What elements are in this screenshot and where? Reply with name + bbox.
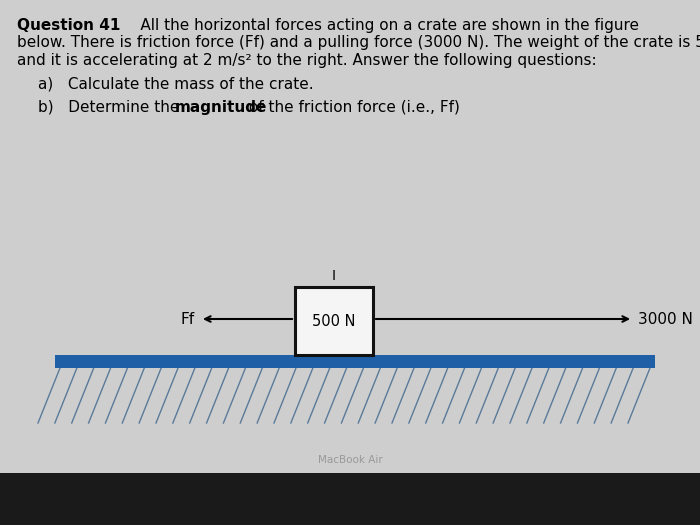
Text: b)   Determine the: b) Determine the (38, 100, 184, 115)
Text: MacBook Air: MacBook Air (318, 455, 382, 465)
Text: Ff: Ff (181, 311, 195, 327)
Text: I: I (332, 269, 336, 283)
Text: a)   Calculate the mass of the crate.: a) Calculate the mass of the crate. (38, 76, 314, 91)
Text: Question 41: Question 41 (17, 18, 120, 34)
Text: below. There is friction force (Ff) and a pulling force (3000 N). The weight of : below. There is friction force (Ff) and … (17, 35, 700, 50)
Text: 500 N: 500 N (312, 313, 356, 329)
Bar (295, 287, 373, 355)
Text: All the horizontal forces acting on a crate are shown in the figure: All the horizontal forces acting on a cr… (116, 18, 638, 34)
Bar (55, 355, 655, 368)
Bar (0, 473, 700, 525)
Text: of the friction force (i.e., Ff): of the friction force (i.e., Ff) (244, 100, 459, 115)
Text: and it is accelerating at 2 m/s² to the right. Answer the following questions:: and it is accelerating at 2 m/s² to the … (17, 52, 596, 68)
Text: 3000 N: 3000 N (638, 311, 693, 327)
Text: magnitude: magnitude (175, 100, 267, 115)
